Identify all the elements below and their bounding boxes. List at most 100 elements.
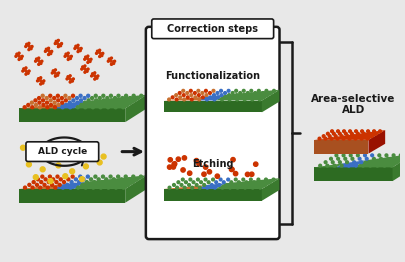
Circle shape <box>350 157 353 160</box>
Circle shape <box>60 45 62 47</box>
Circle shape <box>41 94 44 97</box>
Circle shape <box>253 162 257 166</box>
Circle shape <box>369 135 372 138</box>
Circle shape <box>124 175 127 178</box>
Circle shape <box>391 154 394 157</box>
Circle shape <box>187 184 190 186</box>
Circle shape <box>368 132 370 135</box>
Circle shape <box>68 106 71 109</box>
Circle shape <box>61 106 64 109</box>
Text: Etching: Etching <box>192 159 233 169</box>
Circle shape <box>28 183 31 186</box>
Circle shape <box>187 171 192 175</box>
Circle shape <box>192 181 194 184</box>
Circle shape <box>25 67 27 69</box>
Circle shape <box>250 98 253 101</box>
Circle shape <box>263 184 265 186</box>
Circle shape <box>94 175 97 178</box>
Circle shape <box>80 47 82 50</box>
Circle shape <box>70 181 73 184</box>
Circle shape <box>51 50 53 52</box>
Circle shape <box>79 99 82 102</box>
Circle shape <box>175 98 178 101</box>
Circle shape <box>341 154 344 157</box>
Circle shape <box>87 99 90 102</box>
Circle shape <box>363 135 366 138</box>
Circle shape <box>75 45 77 47</box>
Circle shape <box>34 60 36 62</box>
Circle shape <box>222 181 224 184</box>
Circle shape <box>56 163 61 168</box>
Circle shape <box>115 181 118 184</box>
Circle shape <box>382 164 385 167</box>
Circle shape <box>329 137 332 140</box>
Circle shape <box>41 175 44 178</box>
Circle shape <box>384 154 387 157</box>
Circle shape <box>228 186 231 189</box>
Circle shape <box>15 55 17 57</box>
Circle shape <box>53 106 56 109</box>
Circle shape <box>207 170 211 174</box>
Circle shape <box>190 186 193 189</box>
Circle shape <box>66 183 68 186</box>
Circle shape <box>125 103 128 106</box>
Circle shape <box>251 186 254 189</box>
Circle shape <box>44 178 47 181</box>
Circle shape <box>182 94 185 96</box>
Circle shape <box>79 177 84 182</box>
Circle shape <box>203 165 207 169</box>
Circle shape <box>108 181 111 184</box>
Circle shape <box>217 184 220 186</box>
Circle shape <box>40 62 42 64</box>
Circle shape <box>42 103 45 106</box>
Circle shape <box>66 150 70 155</box>
Circle shape <box>90 178 92 181</box>
Circle shape <box>90 75 92 77</box>
Circle shape <box>261 96 264 99</box>
Circle shape <box>107 186 110 189</box>
Circle shape <box>102 103 105 106</box>
Circle shape <box>318 137 320 140</box>
Circle shape <box>361 164 364 167</box>
Circle shape <box>181 168 185 172</box>
Circle shape <box>69 58 71 59</box>
Circle shape <box>373 132 376 135</box>
Circle shape <box>67 52 69 54</box>
Circle shape <box>97 178 100 181</box>
Circle shape <box>110 57 112 59</box>
Circle shape <box>258 98 260 101</box>
Polygon shape <box>125 95 147 122</box>
Circle shape <box>233 171 237 176</box>
Circle shape <box>85 181 88 184</box>
Circle shape <box>82 178 85 181</box>
Circle shape <box>84 106 87 109</box>
Circle shape <box>253 92 256 94</box>
Circle shape <box>96 77 98 79</box>
Circle shape <box>240 184 243 186</box>
Circle shape <box>31 186 34 189</box>
Circle shape <box>356 154 358 157</box>
Circle shape <box>94 72 96 74</box>
Circle shape <box>86 70 88 72</box>
Circle shape <box>87 61 89 63</box>
Circle shape <box>83 58 85 60</box>
Circle shape <box>243 98 245 101</box>
Circle shape <box>198 186 200 189</box>
Circle shape <box>345 161 347 163</box>
Circle shape <box>57 46 59 48</box>
Polygon shape <box>125 175 147 203</box>
Circle shape <box>58 183 61 186</box>
Circle shape <box>64 99 67 102</box>
Circle shape <box>69 75 71 77</box>
Circle shape <box>47 47 49 49</box>
Polygon shape <box>368 130 384 154</box>
Circle shape <box>96 183 99 186</box>
Circle shape <box>54 186 57 189</box>
Circle shape <box>40 83 42 85</box>
Circle shape <box>107 60 109 62</box>
Circle shape <box>200 92 203 94</box>
Circle shape <box>89 149 94 154</box>
Polygon shape <box>74 175 147 189</box>
Circle shape <box>36 58 37 60</box>
Circle shape <box>84 186 87 189</box>
